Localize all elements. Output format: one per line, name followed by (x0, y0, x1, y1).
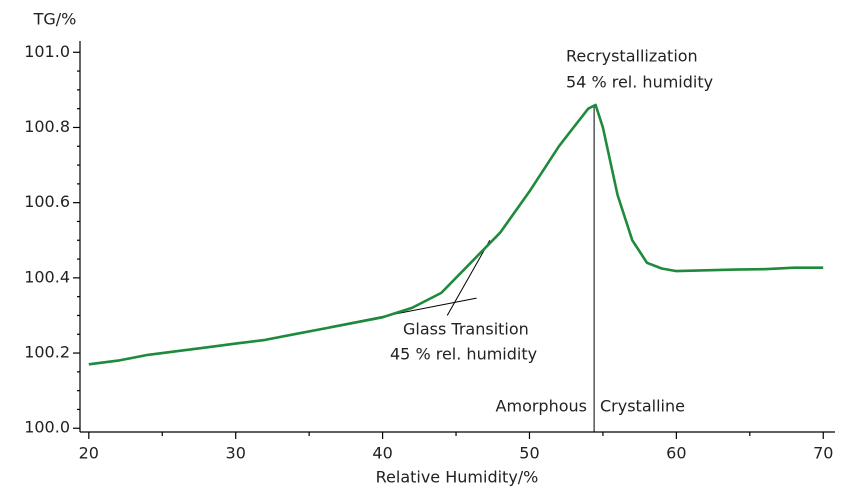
annotation: Amorphous (496, 397, 587, 416)
y-tick-label: 100.2 (24, 343, 70, 362)
x-tick-label: 30 (226, 444, 246, 463)
x-tick-label: 20 (79, 444, 99, 463)
x-tick-label: 40 (372, 444, 392, 463)
guide-line (446, 240, 491, 316)
annotation: Glass Transition (403, 320, 529, 339)
x-tick-label: 60 (666, 444, 686, 463)
x-tick-label: 70 (813, 444, 833, 463)
annotation: Recrystallization (566, 47, 698, 66)
y-axis-label: TG/% (33, 10, 77, 29)
annotation: Crystalline (600, 397, 685, 416)
data-line (88, 103, 824, 366)
y-tick-label: 100.6 (24, 192, 70, 211)
y-tick-label: 100.4 (24, 267, 70, 286)
annotation: 45 % rel. humidity (390, 345, 537, 364)
y-tick-label: 101.0 (24, 42, 70, 61)
annotation: 54 % rel. humidity (566, 73, 713, 92)
x-axis-label: Relative Humidity/% (376, 468, 539, 487)
y-tick-label: 100.8 (24, 117, 70, 136)
x-tick-label: 50 (519, 444, 539, 463)
y-tick-label: 100.0 (24, 418, 70, 437)
